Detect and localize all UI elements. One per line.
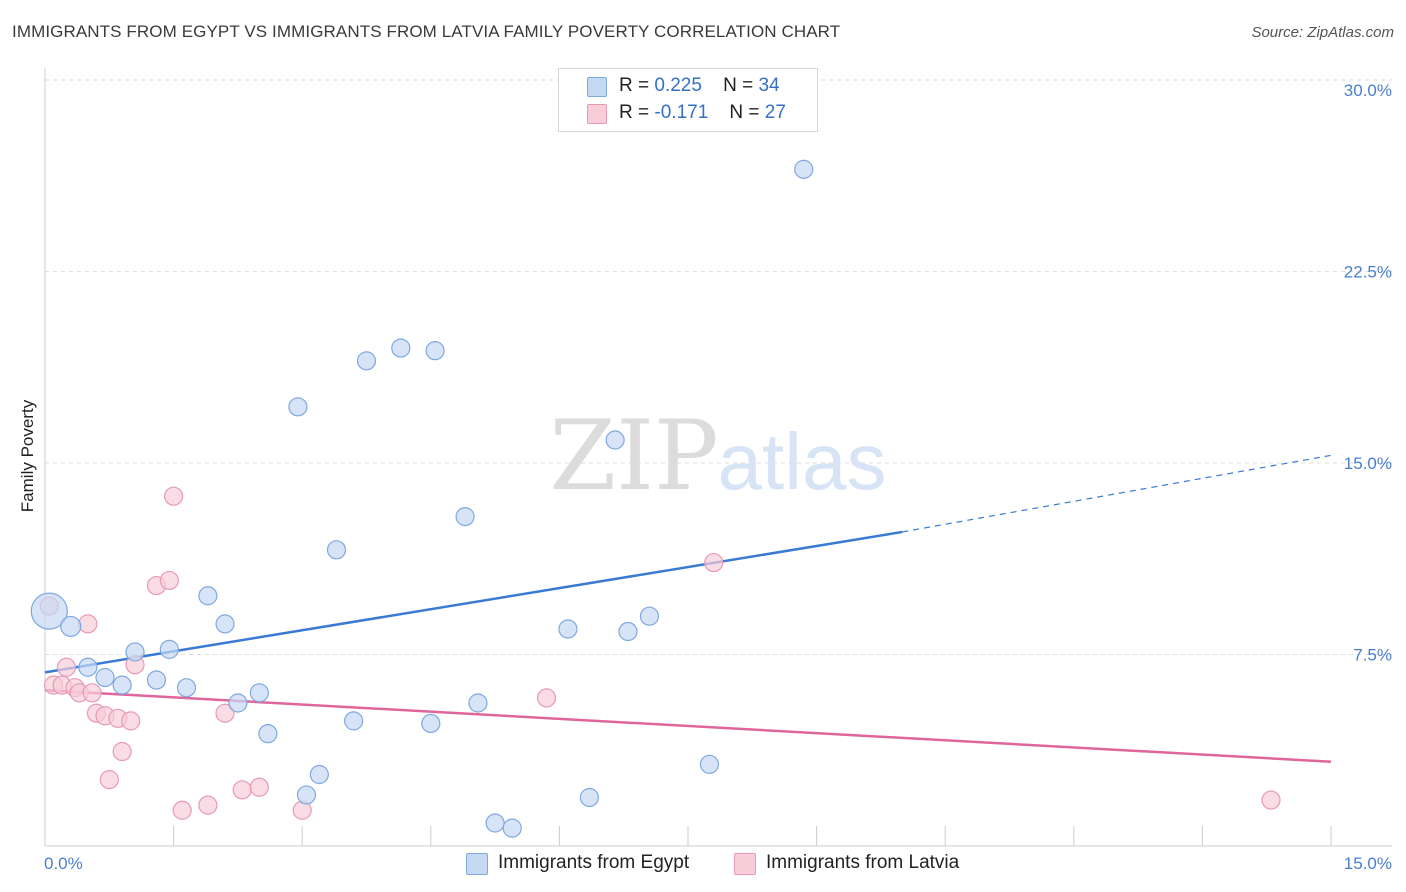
data-point-latvia [215, 703, 235, 723]
legend-r-value: 0.225 [654, 75, 702, 96]
data-point-egypt [60, 615, 82, 638]
data-point-egypt [425, 341, 445, 361]
data-point-egypt [258, 724, 278, 744]
data-point-egypt [639, 606, 660, 626]
data-point-egypt [78, 657, 98, 677]
data-point-egypt [228, 693, 248, 713]
data-point-egypt [699, 754, 720, 774]
data-point-egypt [176, 678, 197, 698]
legend-n-value: 34 [758, 75, 780, 96]
tick-labels: 7.5% 15.0% 22.5% 30.0% 0.0% 15.0% [44, 81, 1392, 873]
source-label: Source: ZipAtlas.com [1251, 24, 1394, 41]
data-point-egypt [344, 711, 364, 731]
watermark-atlas: atlas [718, 417, 887, 506]
data-point-egypt [30, 592, 68, 630]
y-tick-label: 7.5% [1353, 646, 1392, 665]
legend-swatch-latvia [734, 853, 756, 875]
data-point-egypt [288, 397, 308, 417]
data-point-latvia [164, 486, 184, 506]
watermark: ZIP atlas [549, 400, 886, 512]
data-point-latvia [159, 570, 179, 591]
data-point-latvia [56, 657, 77, 677]
data-point-egypt [198, 586, 218, 606]
legend-swatch-latvia [587, 104, 607, 124]
data-point-egypt [421, 713, 441, 734]
data-point-egypt [618, 621, 638, 642]
data-point-egypt [125, 642, 145, 662]
data-point-egypt [215, 614, 235, 634]
data-point-egypt [391, 338, 411, 358]
data-point-latvia [249, 777, 269, 797]
axes [44, 68, 1392, 847]
y-tick-label: 30.0% [1344, 81, 1392, 100]
data-point-egypt [558, 619, 578, 639]
trend-line-egypt-extension [902, 454, 1332, 533]
data-point-latvia [232, 780, 252, 800]
stats-legend: R = 0.225 N = 34 R = -0.171 N = 27 [558, 68, 818, 132]
data-point-egypt [95, 667, 115, 688]
data-points [30, 159, 1281, 838]
data-point-egypt [309, 764, 329, 785]
legend-n-value: 27 [764, 102, 786, 123]
y-tick-label: 22.5% [1344, 263, 1392, 282]
data-point-latvia [112, 741, 132, 762]
legend-n-label: N = [723, 75, 754, 96]
data-point-latvia [82, 683, 102, 703]
x-tick-label: 15.0% [1344, 854, 1392, 873]
data-point-egypt [579, 787, 600, 808]
trend-line-egypt [44, 530, 903, 674]
data-point-latvia [198, 795, 218, 815]
data-point-latvia [536, 688, 557, 708]
data-point-egypt [502, 818, 522, 838]
data-point-latvia [1261, 790, 1281, 810]
data-point-egypt [794, 159, 814, 179]
data-point-egypt [485, 813, 505, 833]
data-point-egypt [468, 693, 488, 713]
legend-r-value: -0.171 [654, 102, 709, 123]
data-point-latvia [172, 800, 192, 820]
watermark-zip: ZIP [549, 400, 718, 512]
data-point-egypt [326, 540, 347, 560]
y-tick-label: 15.0% [1344, 454, 1392, 473]
legend-r-label: R = [619, 102, 650, 123]
data-point-latvia [99, 770, 119, 790]
data-point-egypt [455, 507, 475, 527]
data-point-latvia [78, 614, 98, 634]
legend-r-label: R = [619, 75, 650, 96]
legend-n-label: N = [729, 102, 760, 123]
chart-title: IMMIGRANTS FROM EGYPT VS IMMIGRANTS FROM… [12, 22, 841, 41]
data-point-latvia [121, 711, 141, 731]
data-point-egypt [605, 430, 625, 450]
legend-swatch-egypt [587, 77, 607, 97]
x-tick-label: 0.0% [44, 854, 83, 873]
data-point-egypt [112, 675, 132, 695]
legend-label-egypt: Immigrants from Egypt [498, 852, 690, 873]
data-point-egypt [296, 785, 317, 805]
data-point-egypt [159, 639, 179, 659]
data-point-egypt [146, 670, 167, 690]
data-point-latvia [704, 552, 724, 573]
legend-swatch-egypt [466, 853, 488, 875]
data-point-egypt [356, 351, 377, 371]
legend-label-latvia: Immigrants from Latvia [766, 852, 960, 873]
data-point-egypt [249, 683, 269, 703]
